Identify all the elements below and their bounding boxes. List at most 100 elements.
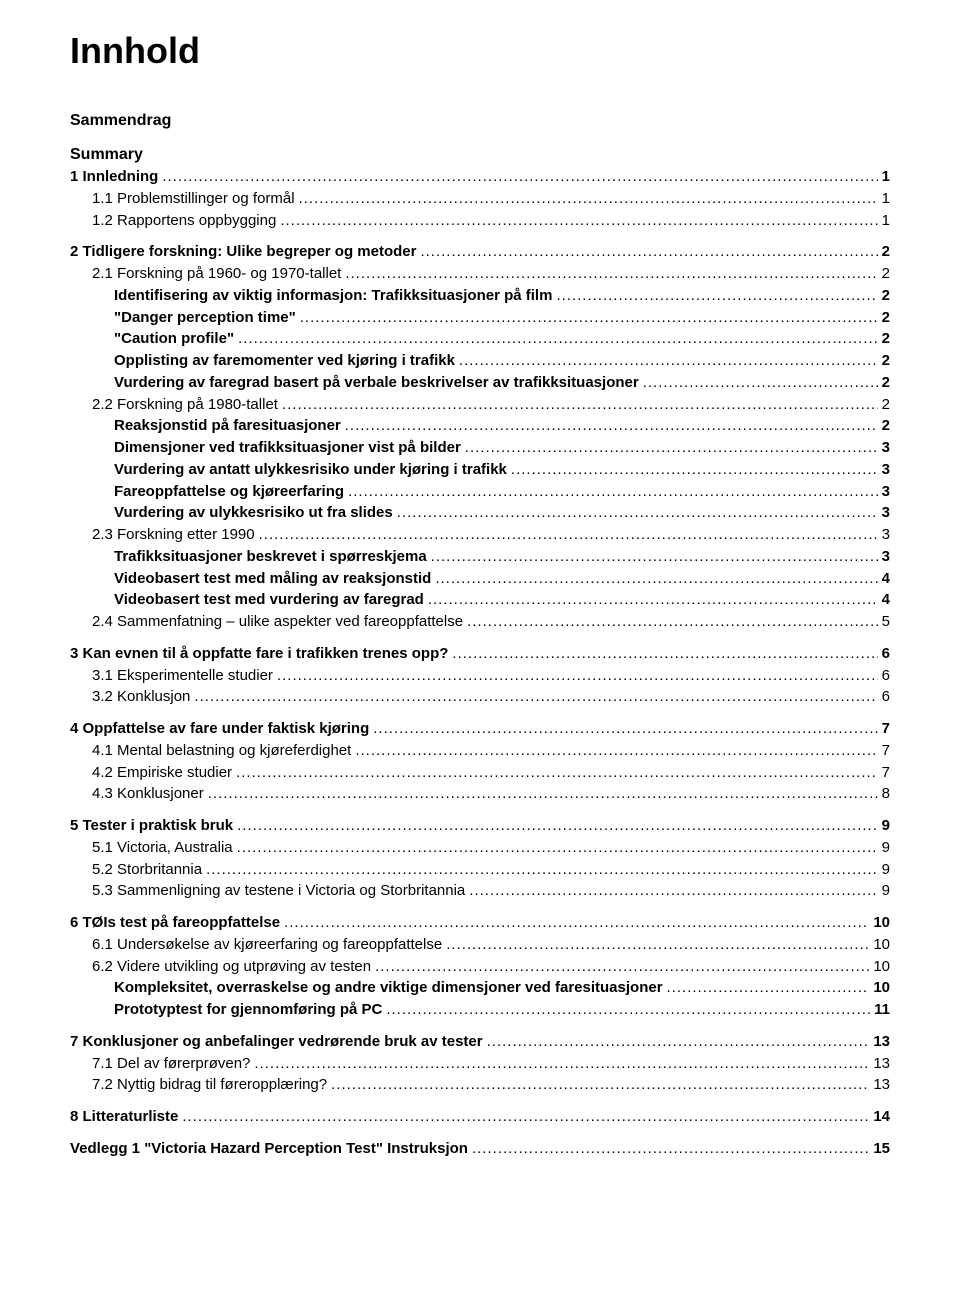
toc-entry[interactable]: 4.3 Konklusjoner8 <box>70 783 890 805</box>
toc-leader-dots <box>208 783 878 805</box>
toc-leader-dots <box>452 643 877 665</box>
toc-entry[interactable]: 4 Oppfattelse av fare under faktisk kjør… <box>70 718 890 740</box>
toc-leader-dots <box>348 481 878 503</box>
toc-entry[interactable]: 8 Litteraturliste14 <box>70 1106 890 1128</box>
toc-entry[interactable]: 5.3 Sammenligning av testene i Victoria … <box>70 880 890 902</box>
toc-entry-page: 4 <box>882 589 890 611</box>
toc-entry[interactable]: Vurdering av antatt ulykkesrisiko under … <box>70 459 890 481</box>
toc-entry[interactable]: 5.1 Victoria, Australia9 <box>70 837 890 859</box>
toc-entry-page: 3 <box>882 459 890 481</box>
toc-entry-page: 15 <box>873 1138 890 1160</box>
toc-entry[interactable]: 3 Kan evnen til å oppfatte fare i trafik… <box>70 643 890 665</box>
section-gap <box>70 1021 890 1031</box>
toc-entry[interactable]: 1 Innledning1 <box>70 166 890 188</box>
toc-entry[interactable]: Videobasert test med måling av reaksjons… <box>70 568 890 590</box>
toc-leader-dots <box>465 437 878 459</box>
toc-entry-label: Vurdering av faregrad basert på verbale … <box>70 372 639 394</box>
toc-entry-label: 2.3 Forskning etter 1990 <box>70 524 255 546</box>
table-of-contents: 1 Innledning11.1 Problemstillinger og fo… <box>70 166 890 1160</box>
toc-entry-label: 4.2 Empiriske studier <box>70 762 232 784</box>
toc-entry[interactable]: 7.2 Nyttig bidrag til føreropplæring?13 <box>70 1074 890 1096</box>
toc-entry[interactable]: 7 Konklusjoner og anbefalinger vedrørend… <box>70 1031 890 1053</box>
toc-leader-dots <box>345 263 877 285</box>
toc-entry-page: 10 <box>873 956 890 978</box>
toc-entry[interactable]: 2.1 Forskning på 1960- og 1970-tallet2 <box>70 263 890 285</box>
toc-entry-label: Videobasert test med vurdering av faregr… <box>70 589 424 611</box>
toc-leader-dots <box>299 188 878 210</box>
toc-entry[interactable]: 6.2 Videre utvikling og utprøving av tes… <box>70 956 890 978</box>
section-gap <box>70 231 890 241</box>
toc-entry-label: Fareoppfattelse og kjøreerfaring <box>70 481 344 503</box>
toc-entry-label: Vurdering av antatt ulykkesrisiko under … <box>70 459 507 481</box>
section-gap <box>70 708 890 718</box>
toc-entry-label: "Caution profile" <box>70 328 234 350</box>
toc-entry[interactable]: 2.2 Forskning på 1980-tallet2 <box>70 394 890 416</box>
toc-entry[interactable]: 3.2 Konklusjon6 <box>70 686 890 708</box>
toc-leader-dots <box>355 740 877 762</box>
toc-entry-page: 9 <box>882 880 890 902</box>
toc-entry[interactable]: Vurdering av ulykkesrisiko ut fra slides… <box>70 502 890 524</box>
toc-leader-dots <box>284 912 869 934</box>
toc-leader-dots <box>420 241 877 263</box>
toc-entry-page: 1 <box>882 188 890 210</box>
toc-entry-page: 3 <box>882 437 890 459</box>
toc-entry[interactable]: Dimensjoner ved trafikksituasjoner vist … <box>70 437 890 459</box>
toc-entry[interactable]: 2.3 Forskning etter 19903 <box>70 524 890 546</box>
toc-entry-label: 5 Tester i praktisk bruk <box>70 815 233 837</box>
toc-entry[interactable]: 1.2 Rapportens oppbygging1 <box>70 210 890 232</box>
toc-entry-page: 3 <box>882 481 890 503</box>
toc-entry-page: 6 <box>882 665 890 687</box>
toc-entry-page: 5 <box>882 611 890 633</box>
toc-leader-dots <box>375 956 869 978</box>
toc-entry-label: Reaksjonstid på faresituasjoner <box>70 415 341 437</box>
toc-leader-dots <box>446 934 869 956</box>
toc-leader-dots <box>238 328 878 350</box>
toc-entry[interactable]: 1.1 Problemstillinger og formål 1 <box>70 188 890 210</box>
toc-entry[interactable]: Kompleksitet, overraskelse og andre vikt… <box>70 977 890 999</box>
toc-entry[interactable]: 4.1 Mental belastning og kjøreferdighet7 <box>70 740 890 762</box>
toc-entry-page: 11 <box>874 999 890 1021</box>
toc-entry-label: 8 Litteraturliste <box>70 1106 178 1128</box>
toc-entry[interactable]: 4.2 Empiriske studier7 <box>70 762 890 784</box>
toc-entry-page: 13 <box>873 1074 890 1096</box>
toc-entry-page: 6 <box>882 643 890 665</box>
toc-entry[interactable]: 2.4 Sammenfatning – ulike aspekter ved f… <box>70 611 890 633</box>
toc-entry-label: 7 Konklusjoner og anbefalinger vedrørend… <box>70 1031 483 1053</box>
toc-entry[interactable]: Videobasert test med vurdering av faregr… <box>70 589 890 611</box>
toc-entry-page: 2 <box>882 415 890 437</box>
toc-entry-page: 2 <box>882 285 890 307</box>
toc-entry[interactable]: "Danger perception time"2 <box>70 307 890 329</box>
toc-entry[interactable]: 3.1 Eksperimentelle studier6 <box>70 665 890 687</box>
toc-entry[interactable]: Trafikksituasjoner beskrevet i spørreskj… <box>70 546 890 568</box>
toc-entry[interactable]: 7.1 Del av førerprøven?13 <box>70 1053 890 1075</box>
pre-heading: Sammendrag <box>70 112 890 130</box>
toc-entry[interactable]: Opplisting av faremomenter ved kjøring i… <box>70 350 890 372</box>
toc-entry-page: 2 <box>882 328 890 350</box>
section-gap <box>70 902 890 912</box>
toc-leader-dots <box>254 1053 869 1075</box>
toc-leader-dots <box>373 718 877 740</box>
toc-entry-label: Opplisting av faremomenter ved kjøring i… <box>70 350 455 372</box>
toc-entry[interactable]: 5.2 Storbritannia9 <box>70 859 890 881</box>
toc-entry-label: 1.2 Rapportens oppbygging <box>70 210 276 232</box>
toc-entry[interactable]: Identifisering av viktig informasjon: Tr… <box>70 285 890 307</box>
toc-entry[interactable]: Prototyptest for gjennomføring på PC11 <box>70 999 890 1021</box>
toc-entry-label: Kompleksitet, overraskelse og andre vikt… <box>70 977 663 999</box>
toc-entry-label: 1.1 Problemstillinger og formål <box>70 188 295 210</box>
toc-entry[interactable]: Reaksjonstid på faresituasjoner 2 <box>70 415 890 437</box>
toc-entry[interactable]: Vurdering av faregrad basert på verbale … <box>70 372 890 394</box>
toc-entry[interactable]: 6 TØIs test på fareoppfattelse10 <box>70 912 890 934</box>
toc-leader-dots <box>277 665 878 687</box>
toc-entry-page: 13 <box>873 1053 890 1075</box>
toc-entry[interactable]: Vedlegg 1 "Victoria Hazard Perception Te… <box>70 1138 890 1160</box>
toc-entry-page: 10 <box>873 977 890 999</box>
toc-entry[interactable]: "Caution profile" 2 <box>70 328 890 350</box>
toc-entry[interactable]: Fareoppfattelse og kjøreerfaring 3 <box>70 481 890 503</box>
toc-leader-dots <box>556 285 877 307</box>
toc-entry-page: 2 <box>882 372 890 394</box>
toc-entry[interactable]: 2 Tidligere forskning: Ulike begreper og… <box>70 241 890 263</box>
toc-entry-page: 6 <box>882 686 890 708</box>
toc-leader-dots <box>300 307 878 329</box>
toc-entry[interactable]: 6.1 Undersøkelse av kjøreerfaring og far… <box>70 934 890 956</box>
toc-entry[interactable]: 5 Tester i praktisk bruk9 <box>70 815 890 837</box>
